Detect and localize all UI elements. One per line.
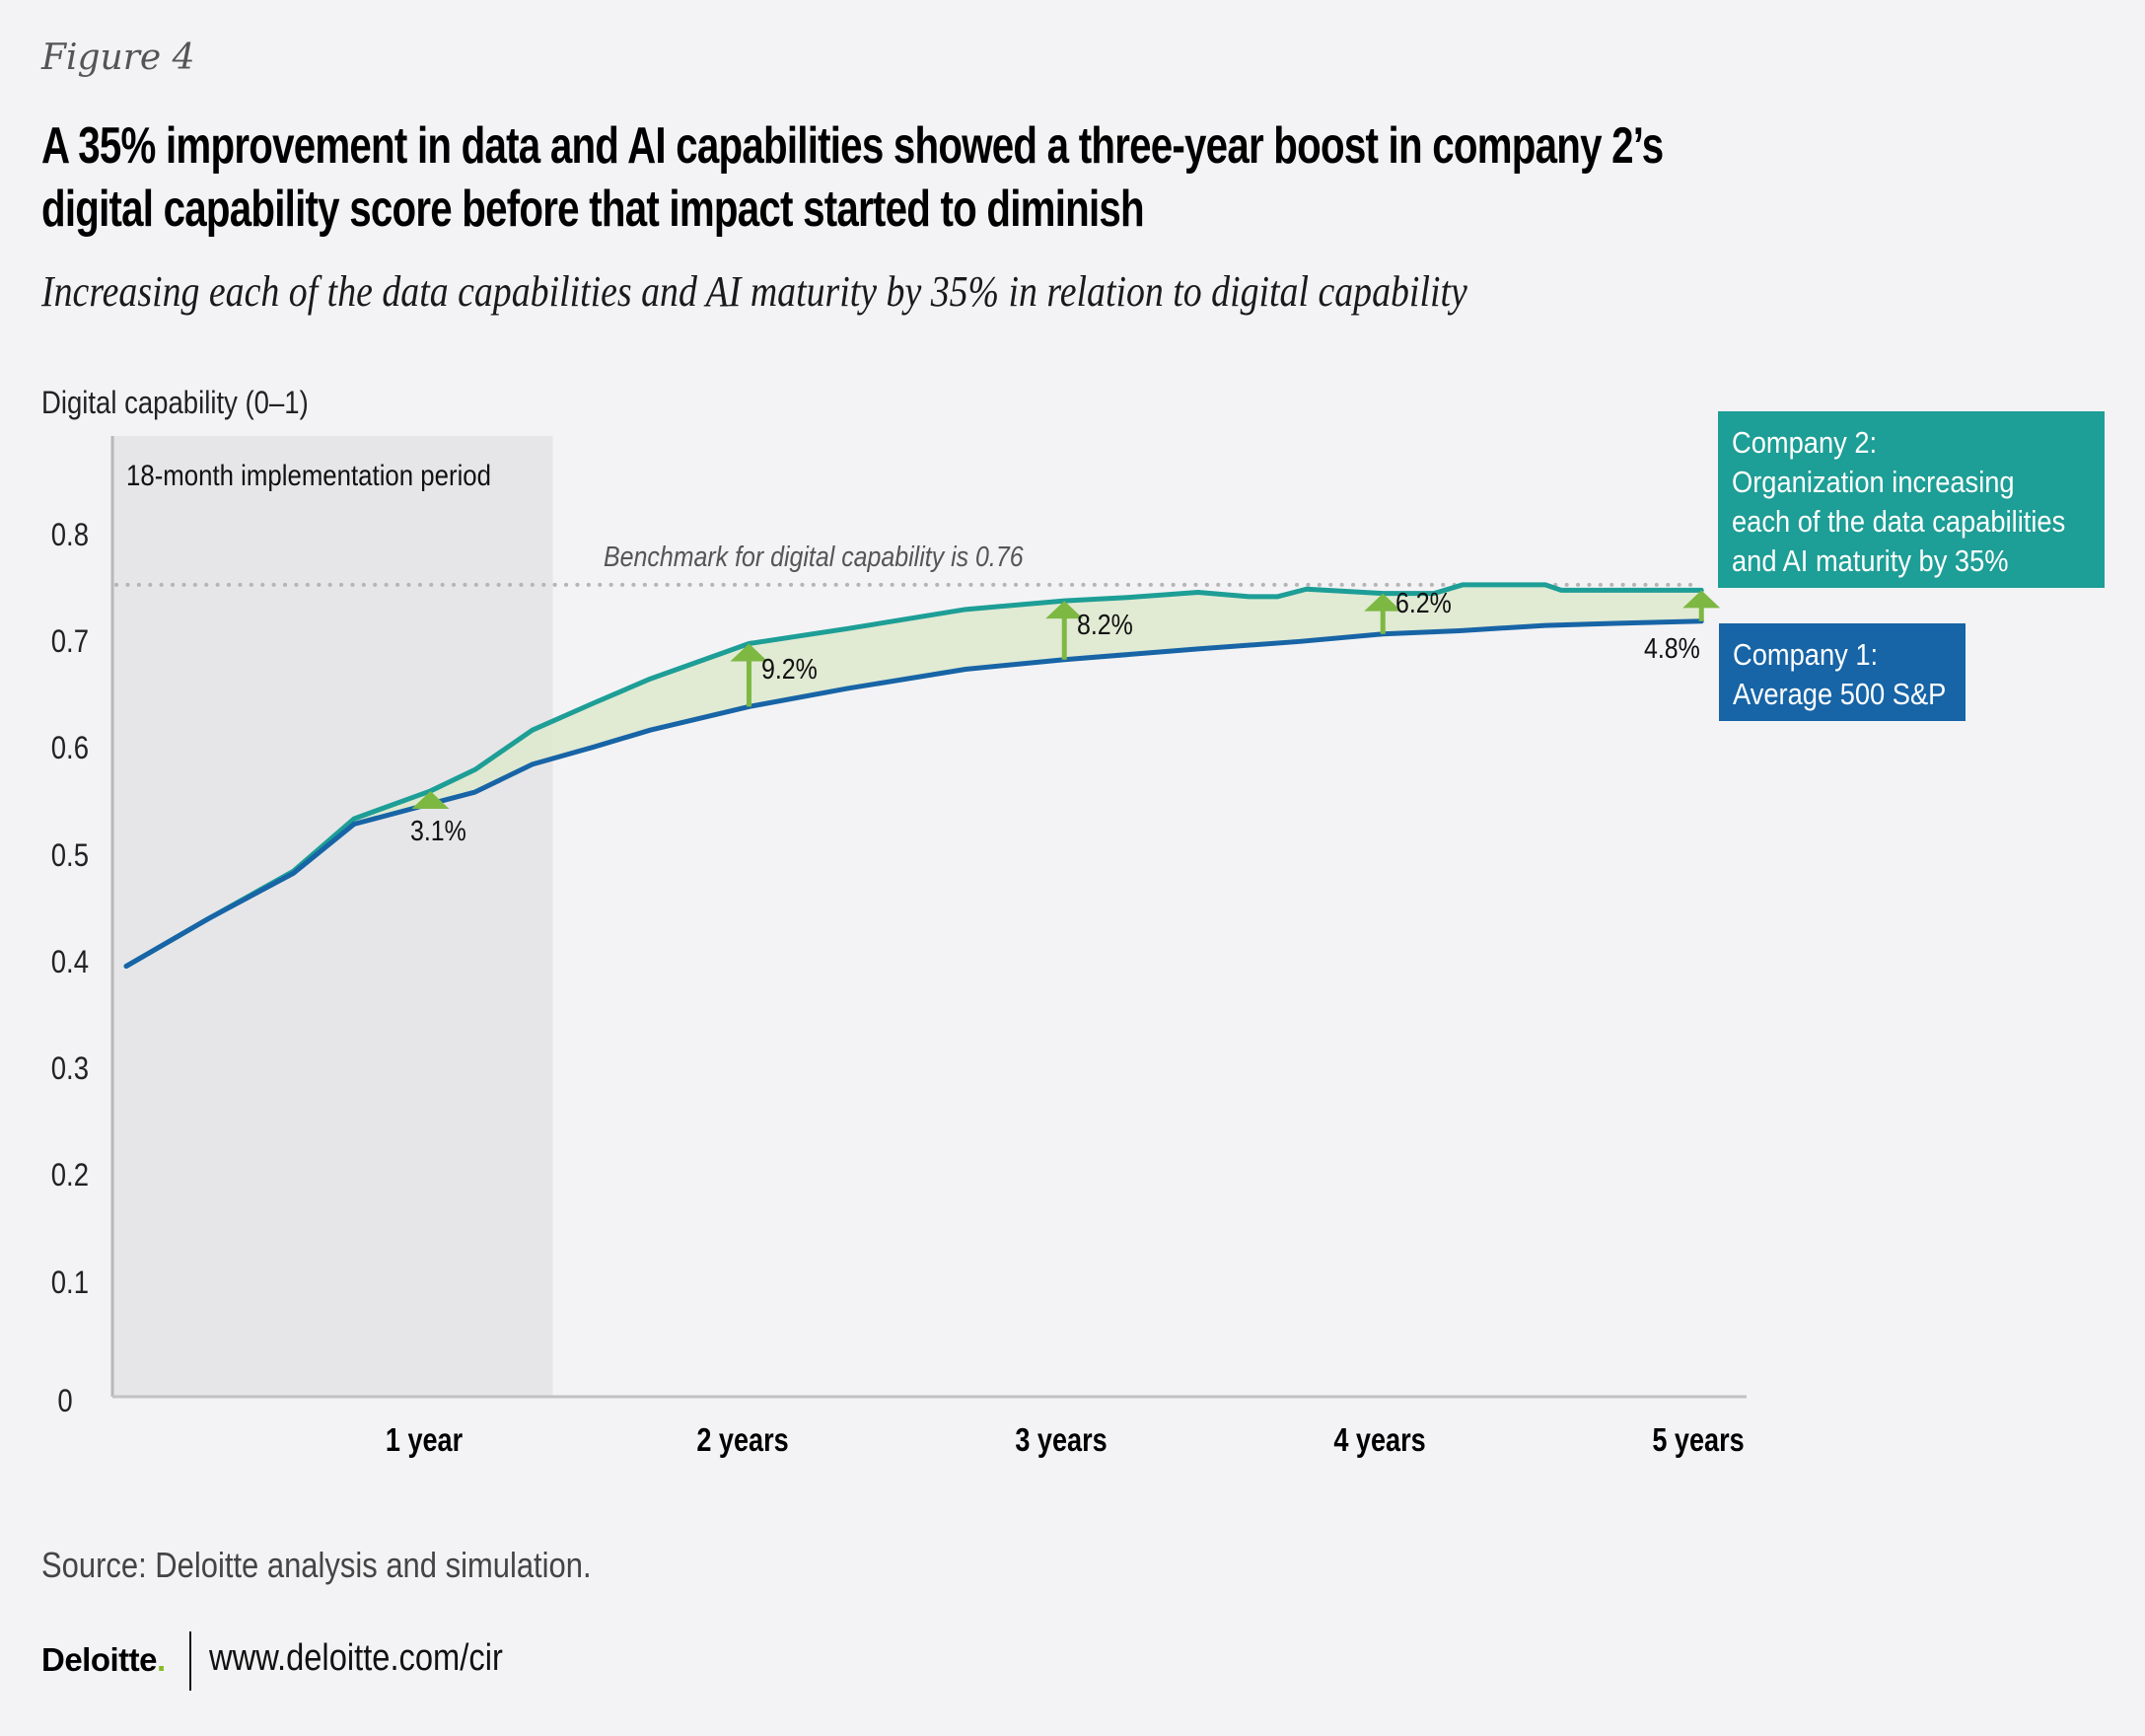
footer-url[interactable]: www.deloitte.com/cir (209, 1637, 503, 1679)
gap-percent-label: 9.2% (761, 654, 819, 687)
legend-company-2-line: Company 2: (1732, 425, 1878, 460)
figure-label: Figure 4 (41, 37, 195, 78)
gap-percent-label: 3.1% (410, 815, 467, 847)
legend-company-1-line: Company 1: (1733, 637, 1879, 672)
gap-arrow (1364, 593, 1402, 634)
y-tick-label: 0.5 (50, 836, 89, 873)
deloitte-logo: Deloitte. (41, 1641, 166, 1679)
y-axis-label: Digital capability (0–1) (41, 385, 309, 420)
company-2-line (123, 582, 1704, 970)
gap-arrow-head (730, 643, 768, 662)
x-tick-label: 4 years (1333, 1421, 1426, 1458)
chart-title-line-2: digital capability score before that imp… (41, 181, 1145, 238)
gap-arrow (730, 643, 768, 707)
gap-arrow-head (1045, 601, 1084, 619)
gap-percent-label: 4.8% (1644, 632, 1701, 665)
legend-company-2-line: each of the data capabilities (1732, 504, 2066, 539)
x-tick-label: 2 years (696, 1421, 789, 1458)
y-tick-label: 0.2 (50, 1157, 89, 1194)
chart-subtitle: Increasing each of the data capabilities… (41, 267, 1467, 316)
benchmark-label: Benchmark for digital capability is 0.76 (604, 541, 1024, 573)
y-tick-label: 0.4 (50, 943, 89, 979)
gap-arrow-head (411, 790, 450, 809)
company-1-line (123, 618, 1704, 970)
gap-arrow (1682, 590, 1721, 621)
chart-title-line-1: A 35% improvement in data and AI capabil… (41, 117, 1664, 175)
logo-text: Deloitte (41, 1641, 158, 1678)
gap-arrow-head (1682, 590, 1721, 609)
gap-percent-label: 8.2% (1077, 609, 1134, 641)
improvement-gap-area (125, 584, 1702, 967)
legend-company-1: Company 1: Average 500 S&P (1719, 623, 1966, 721)
gap-arrow (411, 790, 450, 809)
legend-company-1-line: Average 500 S&P (1733, 677, 1947, 711)
y-tick-label: 0.3 (50, 1050, 89, 1087)
y-tick-label: 0 (57, 1383, 73, 1418)
logo-dot: . (157, 1641, 166, 1678)
gap-percent-label: 6.2% (1395, 587, 1453, 619)
y-tick-label: 0.6 (50, 730, 89, 766)
y-tick-label: 0.7 (50, 622, 89, 659)
legend-company-2: Company 2: Organization increasing each … (1718, 411, 2105, 588)
y-tick-label: 0.8 (50, 516, 89, 552)
implementation-period-label: 18-month implementation period (126, 460, 492, 492)
y-tick-label: 0.1 (50, 1264, 89, 1300)
x-tick-label: 1 year (385, 1421, 464, 1458)
footer-divider (189, 1631, 191, 1691)
legend-company-2-line: and AI maturity by 35% (1732, 543, 2009, 578)
x-tick-label: 3 years (1015, 1421, 1108, 1458)
gap-arrow-head (1364, 593, 1402, 612)
source-note: Source: Deloitte analysis and simulation… (41, 1545, 592, 1585)
implementation-period-shade (112, 436, 553, 1397)
legend-company-2-line: Organization increasing (1732, 465, 2015, 499)
gap-arrow (1045, 601, 1084, 660)
x-tick-label: 5 years (1652, 1421, 1745, 1458)
